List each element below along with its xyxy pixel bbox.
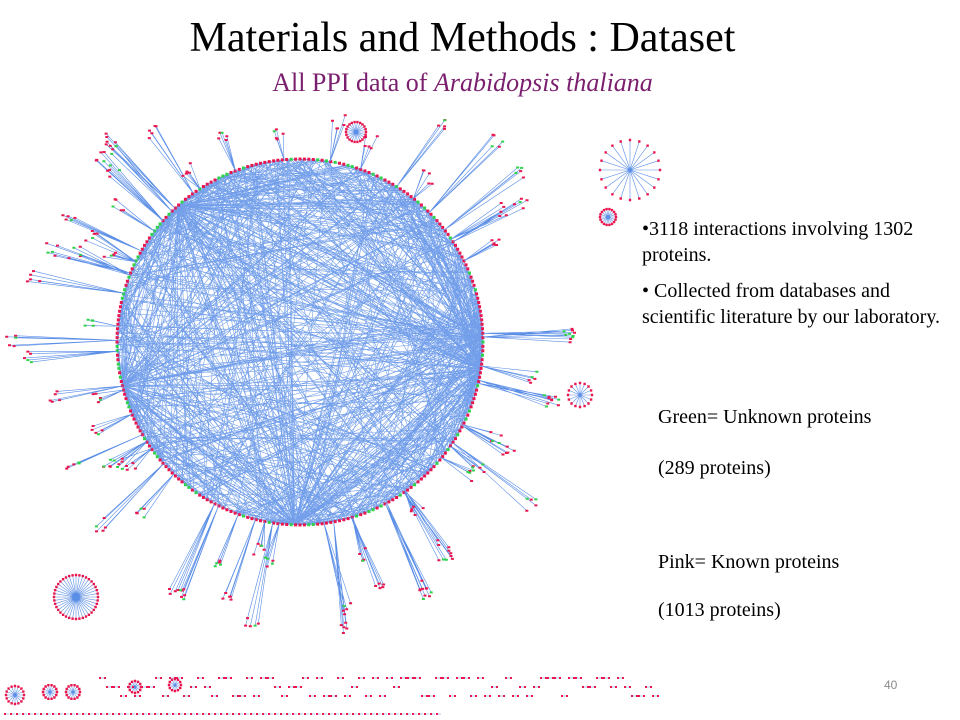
page-number: 40 xyxy=(884,678,898,692)
slide-subtitle: All PPI data of Arabidopsis thaliana xyxy=(0,67,925,99)
network-edges xyxy=(116,158,484,526)
cluster-right-top-edges xyxy=(600,209,616,225)
ppi-network-figure xyxy=(4,114,662,715)
pair-edges xyxy=(5,677,658,715)
cluster-bottom-2-edges xyxy=(43,685,57,699)
cluster-bottom-3-edges xyxy=(66,685,80,699)
network-spokes xyxy=(5,114,576,635)
network-small-clusters xyxy=(4,120,662,715)
fan-top-right-edges xyxy=(600,140,660,200)
internal-edges xyxy=(116,158,484,526)
legend-pink-label: Pink= Known proteins xyxy=(658,551,840,573)
bullet-interactions: •3118 interactions involving 1302 protei… xyxy=(642,218,914,266)
subtitle-prefix: All PPI data of xyxy=(272,68,434,97)
legend-green-count: (289 proteins) xyxy=(658,457,771,479)
slide-title: Materials and Methods : Dataset xyxy=(189,15,736,61)
cluster-right-mid-edges xyxy=(568,383,592,407)
spoke-edges xyxy=(6,115,575,634)
legend-pink-count: (1013 proteins) xyxy=(658,599,781,621)
pair-nodes xyxy=(4,677,659,715)
cluster-bottom-1-edges xyxy=(6,686,24,704)
cluster-bottom-left-edges xyxy=(54,575,98,619)
subtitle-species: Arabidopsis thaliana xyxy=(433,68,653,97)
bullet-list: •3118 interactions involving 1302 protei… xyxy=(642,216,942,340)
legend-green-label: Green= Unknown proteins xyxy=(658,406,872,428)
cluster-bottom-5-edges xyxy=(169,679,181,691)
bullet-source: • Collected from databases and scientifi… xyxy=(642,280,941,328)
cluster-top-edges xyxy=(346,122,366,142)
